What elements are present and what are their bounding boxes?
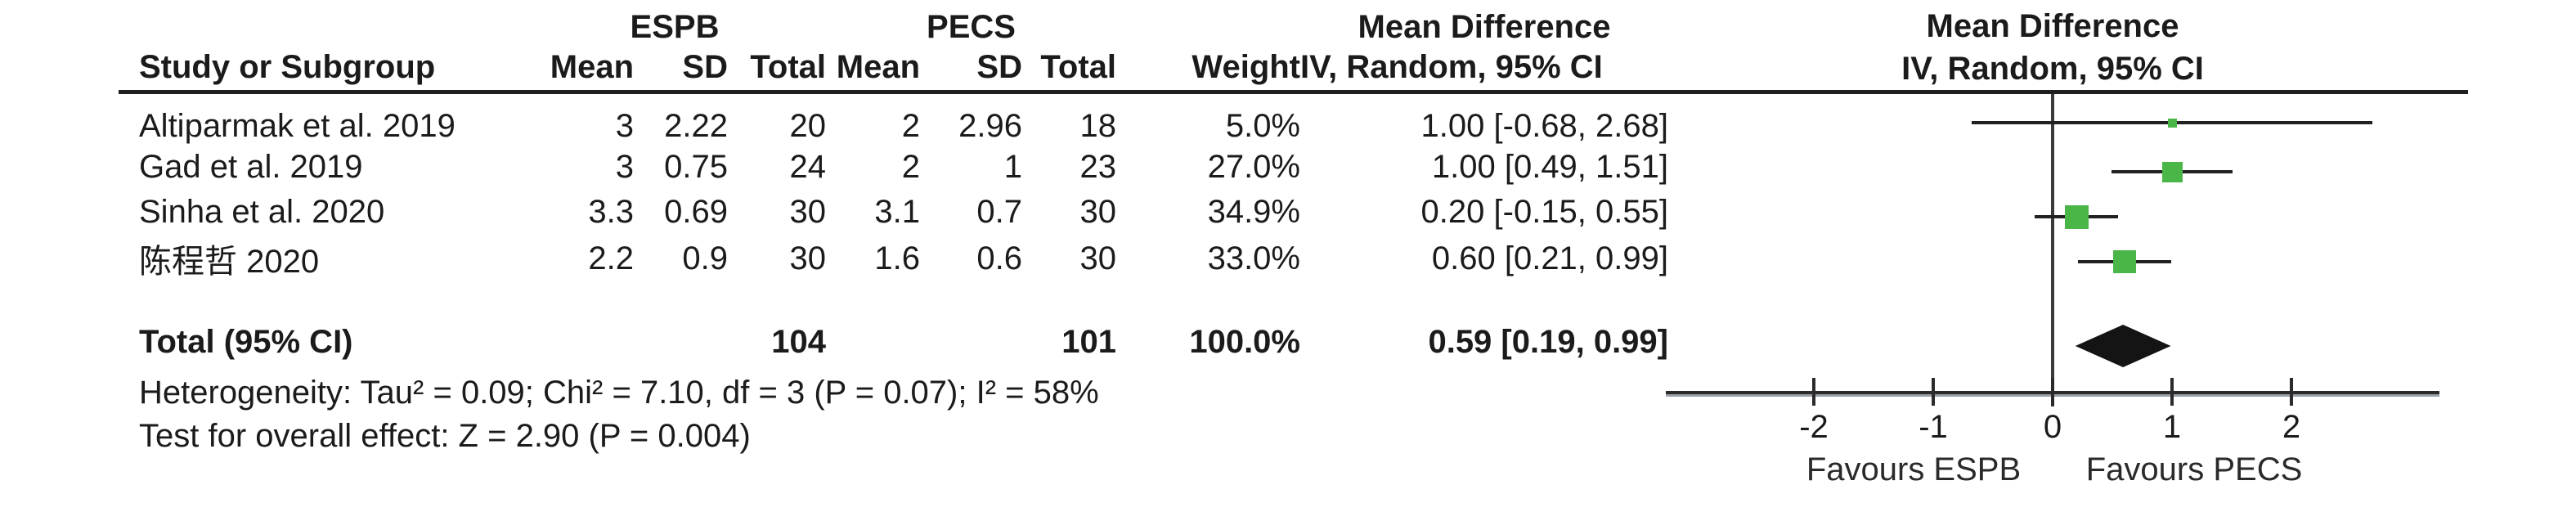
- cell-sd-espb: 0.9: [682, 240, 728, 276]
- cell-mean-espb: 2.2: [588, 240, 634, 276]
- cell-ci: 1.00 [0.49, 1.51]: [1431, 149, 1668, 185]
- col-header-ci: IV, Random, 95% CI: [1300, 48, 1603, 85]
- cell-mean-espb: 3.3: [588, 194, 634, 230]
- cell-weight: 5.0%: [1225, 108, 1300, 144]
- col-header-sd-pecs: SD: [976, 48, 1022, 85]
- point-estimate-square: [2065, 205, 2089, 229]
- spacer-row: [119, 282, 1668, 320]
- pooled-effect-diamond: [2075, 325, 2171, 367]
- total-weight: 100.0%: [1189, 324, 1300, 360]
- point-estimate-square: [2168, 119, 2177, 128]
- total-n-espb: 104: [771, 324, 826, 360]
- cell-sd-pecs: 1: [1003, 149, 1022, 185]
- group-header-pecs: PECS: [927, 9, 1016, 45]
- axis-tick: [2290, 378, 2293, 406]
- header-underline: [119, 90, 2468, 94]
- cell-mean-espb: 3: [615, 108, 634, 144]
- cell-sd-pecs: 0.7: [976, 194, 1022, 230]
- table-row: Altiparmak et al. 2019 3 2.22 20 2 2.96 …: [119, 88, 1668, 145]
- col-header-total-pecs: Total: [1040, 48, 1116, 85]
- cell-mean-pecs: 3.1: [874, 194, 920, 230]
- md-column-title: Mean Difference: [1358, 9, 1611, 45]
- cell-sd-espb: 0.75: [664, 149, 728, 185]
- total-ci: 0.59 [0.19, 0.99]: [1428, 324, 1668, 360]
- table-row: Gad et al. 2019 3 0.75 24 2 1 23 27.0% 1…: [119, 145, 1668, 190]
- plot-subtitle: IV, Random, 95% CI: [1901, 51, 2204, 87]
- cell-mean-espb: 3: [615, 149, 634, 185]
- ci-whisker: [2111, 170, 2233, 173]
- study-name: Gad et al. 2019: [139, 149, 363, 185]
- col-header-mean-pecs: Mean: [836, 48, 920, 85]
- axis-tick-label: 1: [2162, 409, 2182, 445]
- study-name: Sinha et al. 2020: [139, 194, 385, 230]
- favours-left-label: Favours ESPB: [1806, 451, 2022, 487]
- cell-ci: 1.00 [-0.68, 2.68]: [1420, 108, 1668, 144]
- spacer: [1116, 3, 1300, 46]
- plot-title: Mean Difference: [1926, 8, 2179, 44]
- cell-total-espb: 20: [789, 108, 827, 144]
- study-name: 陈程哲 2020: [139, 244, 320, 280]
- cell-total-pecs: 18: [1079, 108, 1117, 144]
- x-axis-line: [1666, 391, 2439, 397]
- cell-total-pecs: 23: [1079, 149, 1117, 185]
- axis-tick-label: -2: [1799, 409, 1829, 445]
- axis-tick-label: 0: [2043, 409, 2062, 445]
- cell-weight: 33.0%: [1207, 240, 1300, 276]
- total-label: Total (95% CI): [139, 324, 353, 360]
- zero-effect-line: [2051, 94, 2054, 406]
- column-header-row: Study or Subgroup Mean SD Total Mean SD …: [119, 46, 1668, 88]
- cell-sd-espb: 2.22: [664, 108, 728, 144]
- group-header-espb: ESPB: [630, 9, 720, 45]
- cell-total-pecs: 30: [1079, 240, 1117, 276]
- ci-whisker: [2077, 260, 2171, 263]
- heterogeneity-text: Heterogeneity: Tau² = 0.09; Chi² = 7.10,…: [139, 375, 1099, 411]
- col-header-total-espb: Total: [750, 48, 826, 85]
- axis-tick: [2051, 378, 2054, 406]
- cell-weight: 34.9%: [1207, 194, 1300, 230]
- table-row: 陈程哲 2020 2.2 0.9 30 1.6 0.6 30 33.0% 0.6…: [119, 235, 1668, 282]
- total-n-pecs: 101: [1061, 324, 1116, 360]
- cell-ci: 0.20 [-0.15, 0.55]: [1420, 194, 1668, 230]
- cell-weight: 27.0%: [1207, 149, 1300, 185]
- col-header-study: Study or Subgroup: [139, 48, 436, 85]
- ci-whisker: [1971, 121, 2373, 124]
- col-header-mean-espb: Mean: [550, 48, 634, 85]
- axis-tick-label: -1: [1919, 409, 1948, 445]
- spacer: [119, 3, 523, 46]
- total-row: Total (95% CI) 104 101 100.0% 0.59 [0.19…: [119, 320, 1668, 365]
- axis-tick: [1932, 378, 1935, 406]
- cell-mean-pecs: 1.6: [874, 240, 920, 276]
- study-name: Altiparmak et al. 2019: [139, 108, 456, 144]
- cell-sd-pecs: 2.96: [958, 108, 1022, 144]
- cell-ci: 0.60 [0.21, 0.99]: [1431, 240, 1668, 276]
- cell-mean-pecs: 2: [901, 149, 920, 185]
- cell-total-espb: 24: [789, 149, 827, 185]
- plot-header: Mean Difference IV, Random, 95% CI: [1766, 5, 2339, 90]
- axis-tick-label: 2: [2282, 409, 2301, 445]
- cell-mean-pecs: 2: [901, 108, 920, 144]
- cell-total-pecs: 30: [1079, 194, 1117, 230]
- col-header-sd-espb: SD: [682, 48, 728, 85]
- overall-effect-text: Test for overall effect: Z = 2.90 (P = 0…: [139, 418, 751, 454]
- cell-sd-pecs: 0.6: [976, 240, 1022, 276]
- cell-total-espb: 30: [789, 240, 827, 276]
- ci-whisker: [2035, 215, 2119, 218]
- table-row: Sinha et al. 2020 3.3 0.69 30 3.1 0.7 30…: [119, 190, 1668, 235]
- cell-total-espb: 30: [789, 194, 827, 230]
- col-header-weight: Weight: [1192, 48, 1300, 85]
- axis-tick: [1812, 378, 1815, 406]
- point-estimate-square: [2162, 162, 2183, 182]
- cell-sd-espb: 0.69: [664, 194, 728, 230]
- meta-analysis-table: ESPB PECS Mean Difference Study or Subgr…: [119, 3, 1668, 365]
- axis-tick: [2170, 378, 2174, 406]
- point-estimate-square: [2113, 250, 2136, 273]
- group-header-row: ESPB PECS Mean Difference: [119, 3, 1668, 46]
- favours-right-label: Favours PECS: [2085, 451, 2303, 487]
